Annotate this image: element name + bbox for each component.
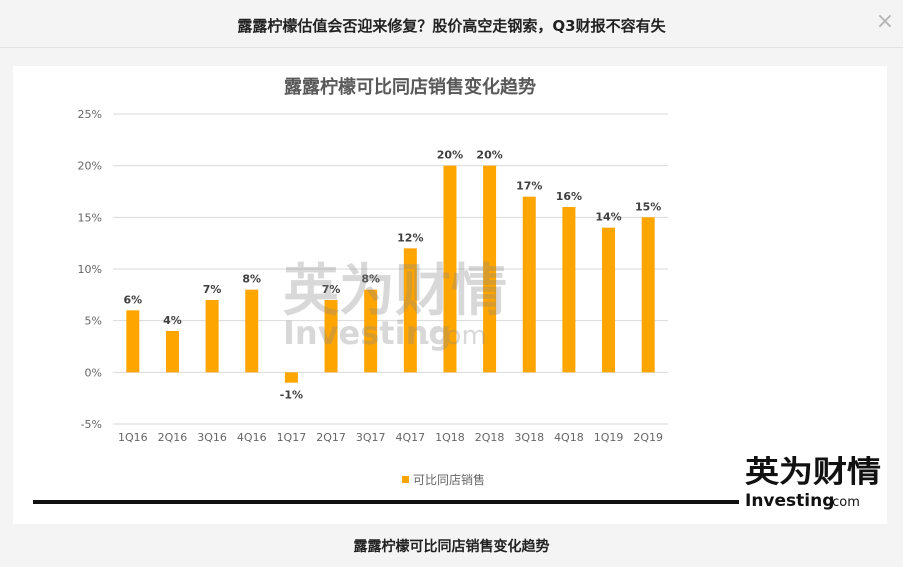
y-tick-label: 25% — [78, 108, 102, 121]
data-label: 4% — [163, 314, 182, 327]
y-tick-label: 15% — [78, 211, 102, 224]
x-tick-label: 4Q17 — [395, 431, 425, 444]
logo-latin: Investing — [745, 491, 834, 511]
grid-layer — [113, 113, 668, 425]
bar — [483, 165, 497, 373]
x-axis-tick-labels: 1Q16 2Q16 3Q16 4Q16 1Q17 2Q17 3Q17 4Q17 1Q18 2Q18… — [118, 431, 663, 444]
watermark: 英为财情 Investing .com — [283, 259, 507, 352]
y-tick-label: -5% — [81, 418, 102, 431]
data-label: 17% — [516, 180, 542, 193]
bar — [641, 217, 655, 373]
data-label: 20% — [476, 149, 502, 162]
bar — [126, 310, 140, 373]
bar — [602, 227, 616, 373]
x-tick-label: 3Q16 — [197, 431, 227, 444]
data-label: 15% — [635, 200, 661, 213]
chart-title: 露露柠檬可比同店销售变化趋势 — [284, 76, 536, 98]
y-tick-label: 5% — [85, 315, 102, 328]
x-tick-label: 4Q16 — [237, 431, 267, 444]
x-tick-label: 2Q19 — [633, 431, 663, 444]
data-label: 8% — [242, 273, 261, 286]
watermark-suffix: .com — [423, 321, 487, 351]
bar — [284, 372, 298, 383]
x-tick-label: 2Q17 — [316, 431, 346, 444]
bar — [403, 248, 417, 373]
x-tick-label: 2Q16 — [158, 431, 188, 444]
logo-chinese: 英为财情 — [745, 455, 881, 490]
x-tick-label: 3Q18 — [514, 431, 544, 444]
investing-logo: 英为财情 Investing .com — [745, 455, 881, 511]
x-tick-label: 1Q16 — [118, 431, 148, 444]
bar — [364, 289, 378, 373]
legend-swatch — [402, 476, 409, 483]
bar-series — [126, 165, 655, 383]
chart-image: 露露柠檬可比同店销售变化趋势 -5% 0% 5% 10% 15% 20% 25% 6% 4% 7… — [13, 66, 887, 524]
legend-label: 可比同店销售 — [413, 472, 485, 487]
data-label: 20% — [437, 149, 463, 162]
data-label: 14% — [595, 211, 621, 224]
x-tick-label: 1Q17 — [277, 431, 307, 444]
chart: 露露柠檬可比同店销售变化趋势 -5% 0% 5% 10% 15% 20% 25% 6% 4% 7… — [33, 76, 881, 511]
bar — [562, 207, 576, 373]
logo-suffix: .com — [828, 495, 860, 510]
x-tick-label: 1Q19 — [594, 431, 624, 444]
bar — [205, 300, 219, 373]
modal-header: 露露柠檬估值会否迎来修复？股价高空走钢索，Q3财报不容有失 × — [0, 0, 903, 48]
bottom-rule — [33, 500, 739, 504]
data-label: 12% — [397, 231, 423, 244]
bar — [324, 300, 338, 373]
bar — [443, 165, 457, 373]
watermark-latin: Investing — [283, 314, 451, 352]
data-label: 8% — [361, 273, 380, 286]
data-label: -1% — [280, 389, 303, 402]
bar — [165, 331, 179, 373]
y-tick-label: 20% — [78, 160, 102, 173]
x-tick-label: 2Q18 — [475, 431, 505, 444]
data-label: 16% — [556, 190, 582, 203]
x-tick-label: 1Q18 — [435, 431, 465, 444]
x-tick-label: 3Q17 — [356, 431, 386, 444]
close-icon[interactable]: × — [875, 9, 895, 34]
watermark-chinese: 英为财情 — [283, 259, 507, 324]
data-label: 7% — [322, 283, 341, 296]
modal-title: 露露柠檬估值会否迎来修复？股价高空走钢索，Q3财报不容有失 — [237, 17, 666, 35]
x-tick-label: 4Q18 — [554, 431, 584, 444]
caption: 露露柠檬可比同店销售变化趋势 — [353, 539, 550, 555]
legend: 可比同店销售 — [402, 472, 485, 487]
y-tick-label: 10% — [78, 263, 102, 276]
data-label: 6% — [123, 293, 142, 306]
y-axis-tick-labels: -5% 0% 5% 10% 15% 20% 25% — [78, 108, 102, 431]
y-tick-label: 0% — [85, 366, 102, 379]
data-label: 7% — [203, 283, 222, 296]
bar — [245, 289, 259, 373]
data-labels: 6% 4% 7% 8% -1% 7% 8% 12% 20% 20% 17% 16% 14% 15% — [123, 149, 661, 402]
bar — [522, 196, 536, 373]
